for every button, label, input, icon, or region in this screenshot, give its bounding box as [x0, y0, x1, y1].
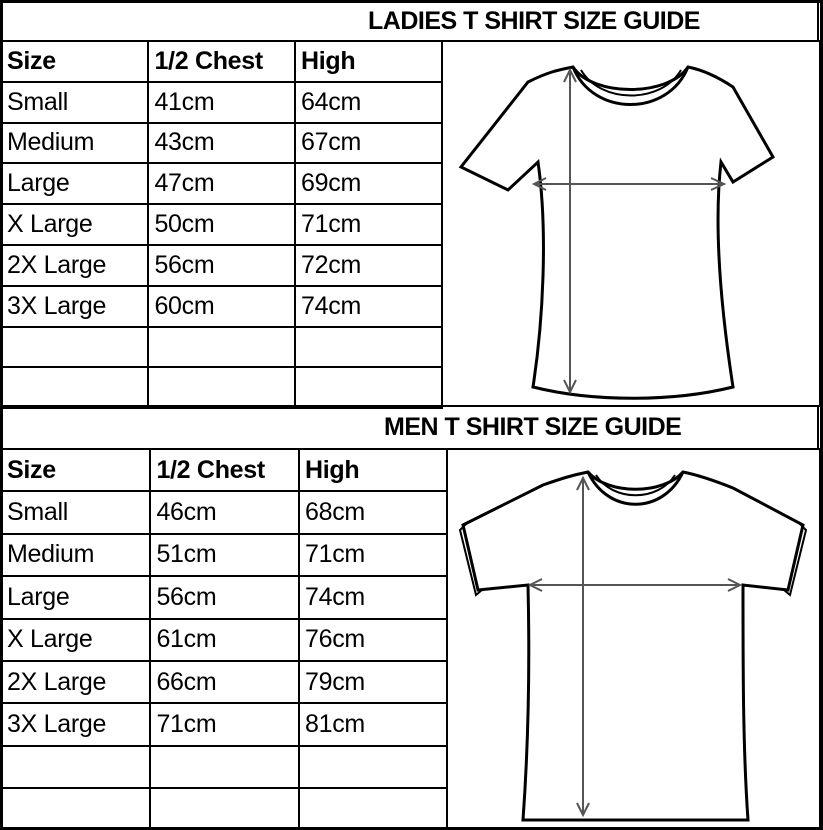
table-cell: Large — [0, 162, 150, 206]
table-cell: 2X Large — [0, 243, 150, 287]
table-cell: 71cm — [298, 532, 448, 578]
table-cell: 71cm — [149, 702, 301, 747]
table-cell: 69cm — [294, 162, 443, 206]
table-row — [0, 787, 448, 830]
table-cell — [149, 787, 301, 830]
table-row: X Large 50cm 71cm — [0, 203, 443, 246]
table-cell: 56cm — [147, 243, 297, 287]
men-title: MEN T SHIRT SIZE GUIDE — [0, 405, 819, 450]
table-cell: 71cm — [294, 203, 443, 246]
column-header: High — [298, 447, 448, 493]
header-row: Size 1/2 Chest High — [0, 447, 448, 493]
table-row: Small 41cm 64cm — [0, 80, 443, 124]
ladies-tshirt-diagram-icon — [441, 40, 821, 407]
table-row: Large 56cm 74cm — [0, 575, 448, 620]
column-header: Size — [0, 447, 152, 493]
column-header: 1/2 Chest — [147, 40, 297, 83]
table-row: X Large 61cm 76cm — [0, 617, 448, 662]
table-row: Small 46cm 68cm — [0, 490, 448, 535]
table-cell: Medium — [0, 532, 152, 578]
table-cell: 60cm — [147, 284, 297, 328]
table-cell: 50cm — [147, 203, 297, 246]
table-cell: 56cm — [149, 575, 301, 620]
table-cell: 43cm — [147, 121, 297, 165]
table-cell — [0, 325, 150, 369]
table-cell: Large — [0, 575, 152, 620]
table-cell — [0, 366, 150, 410]
table-cell: 66cm — [149, 659, 301, 705]
table-cell — [298, 744, 448, 790]
table-cell — [294, 366, 443, 410]
table-row: Medium 43cm 67cm — [0, 121, 443, 165]
table-row: 2X Large 66cm 79cm — [0, 659, 448, 705]
table-cell — [0, 787, 152, 830]
column-header: High — [294, 40, 443, 83]
table-row — [0, 325, 443, 369]
table-cell — [149, 744, 301, 790]
table-cell: 79cm — [298, 659, 448, 705]
column-header: 1/2 Chest — [149, 447, 301, 493]
table-cell — [0, 744, 152, 790]
table-row — [0, 366, 443, 410]
table-cell: X Large — [0, 203, 150, 246]
table-cell: 47cm — [147, 162, 297, 206]
table-cell: X Large — [0, 617, 152, 662]
table-cell: 3X Large — [0, 284, 150, 328]
table-cell: 74cm — [298, 575, 448, 620]
table-row: 3X Large 71cm 81cm — [0, 702, 448, 747]
table-cell: Small — [0, 80, 150, 124]
table-cell: 81cm — [298, 702, 448, 747]
men-size-table: Size 1/2 Chest High Small 46cm 68cm Medium 51cm… — [0, 447, 448, 830]
men-tshirt-diagram-icon — [446, 448, 821, 830]
table-cell: 46cm — [149, 490, 301, 535]
table-cell — [147, 325, 297, 369]
table-cell: 61cm — [149, 617, 301, 662]
table-cell: 68cm — [298, 490, 448, 535]
table-row: 3X Large 60cm 74cm — [0, 284, 443, 328]
ladies-title: LADIES T SHIRT SIZE GUIDE — [0, 0, 819, 42]
table-cell: 74cm — [294, 284, 443, 328]
table-cell: Small — [0, 490, 152, 535]
table-cell — [298, 787, 448, 830]
header-row: Size 1/2 Chest High — [0, 40, 443, 83]
table-cell — [147, 366, 297, 410]
table-cell: 67cm — [294, 121, 443, 165]
table-cell: Medium — [0, 121, 150, 165]
table-cell: 41cm — [147, 80, 297, 124]
table-row: Medium 51cm 71cm — [0, 532, 448, 578]
table-row: Large 47cm 69cm — [0, 162, 443, 206]
table-cell: 51cm — [149, 532, 301, 578]
table-cell: 3X Large — [0, 702, 152, 747]
table-cell: 64cm — [294, 80, 443, 124]
table-row — [0, 744, 448, 790]
table-row: 2X Large 56cm 72cm — [0, 243, 443, 287]
column-header: Size — [0, 40, 150, 83]
table-cell: 76cm — [298, 617, 448, 662]
ladies-size-table: Size 1/2 Chest High Small 41cm 64cm Medium 43cm… — [0, 40, 443, 410]
table-cell: 2X Large — [0, 659, 152, 705]
table-cell — [294, 325, 443, 369]
table-cell: 72cm — [294, 243, 443, 287]
